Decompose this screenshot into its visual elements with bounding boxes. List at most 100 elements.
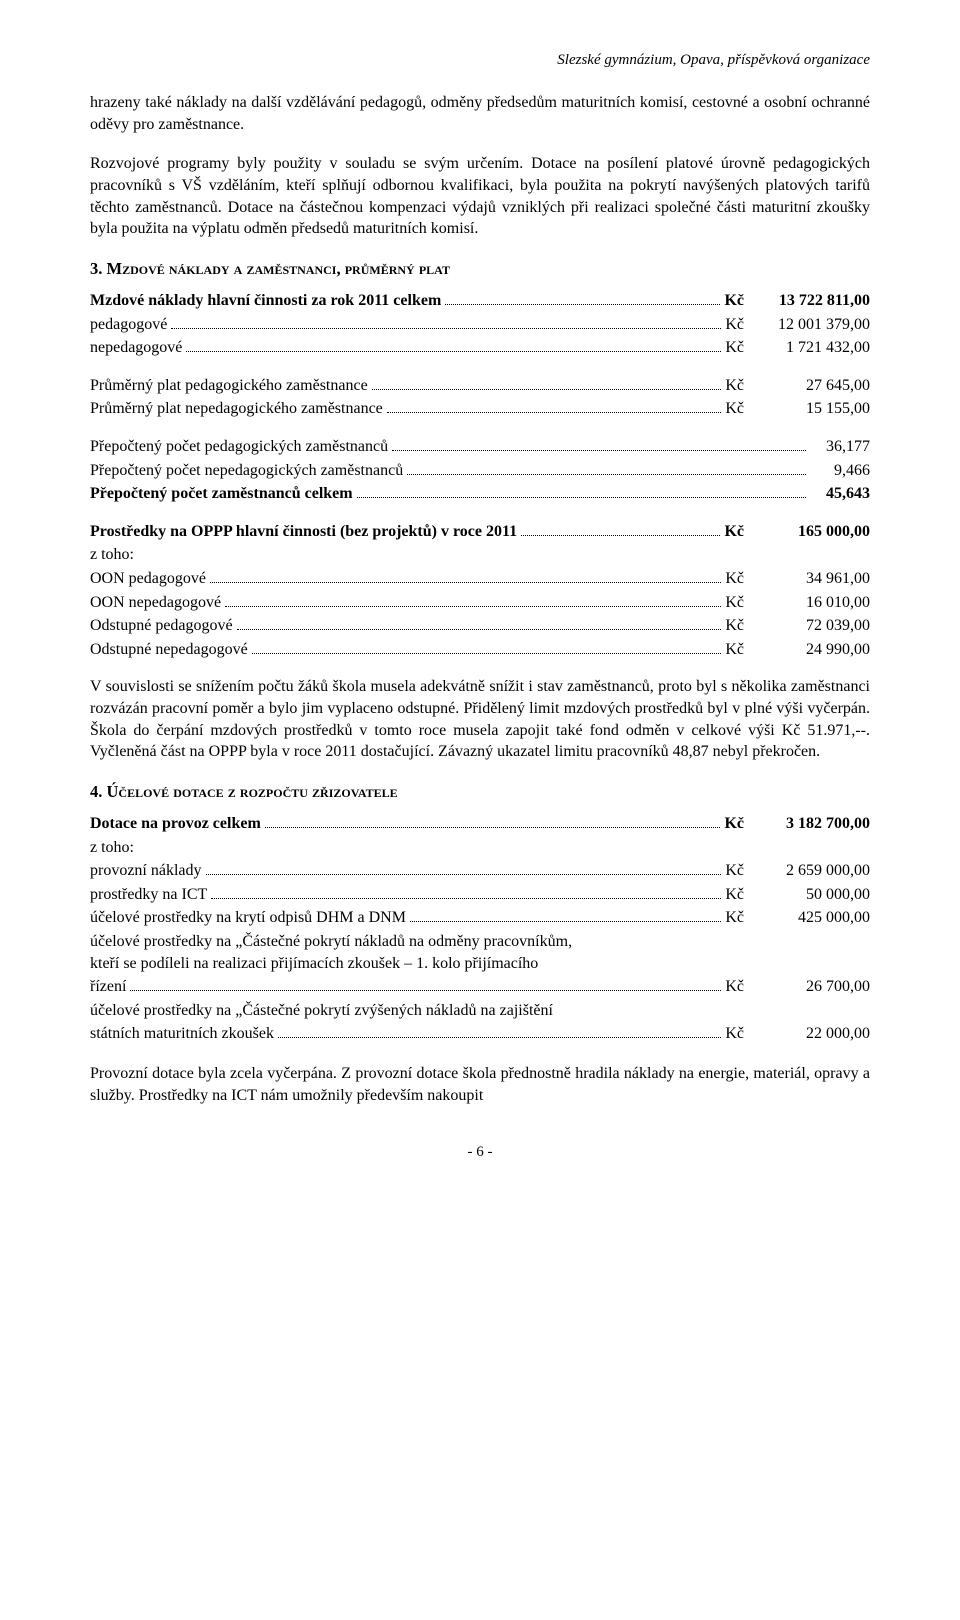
leader-dots — [407, 474, 806, 475]
paragraph: Rozvojové programy byly použity v soulad… — [90, 153, 870, 239]
line-amount: 425 000,00 — [750, 907, 870, 929]
line-amount: 36,177 — [810, 436, 870, 458]
line-unit: Kč — [725, 639, 750, 661]
line-amount: 24 990,00 — [750, 639, 870, 661]
line-item: Průměrný plat nepedagogického zaměstnanc… — [90, 398, 870, 420]
dotace-provoz-block: Dotace na provoz celkem Kč 3 182 700,00 … — [90, 813, 870, 1045]
leader-dots — [252, 653, 722, 654]
leader-dots — [392, 450, 806, 451]
line-item: Průměrný plat pedagogického zaměstnance … — [90, 375, 870, 397]
line-label: provozní náklady — [90, 860, 202, 882]
page-number: - 6 - — [90, 1142, 870, 1162]
line-unit: Kč — [725, 337, 750, 359]
leader-dots — [278, 1037, 721, 1038]
line-label: Průměrný plat nepedagogického zaměstnanc… — [90, 398, 383, 420]
line-item: nepedagogové Kč 1 721 432,00 — [90, 337, 870, 359]
line-label: Prostředky na OPPP hlavní činnosti (bez … — [90, 521, 517, 543]
line-unit: Kč — [725, 592, 750, 614]
line-item: Mzdové náklady hlavní činnosti za rok 20… — [90, 290, 870, 312]
line-unit: Kč — [725, 976, 750, 998]
line-amount: 165 000,00 — [750, 521, 870, 543]
leader-dots — [206, 874, 722, 875]
line-unit: Kč — [724, 290, 750, 312]
line-label: Průměrný plat pedagogického zaměstnance — [90, 375, 368, 397]
line-item: Prostředky na OPPP hlavní činnosti (bez … — [90, 521, 870, 543]
line-amount: 26 700,00 — [750, 976, 870, 998]
line-amount: 13 722 811,00 — [750, 290, 870, 312]
paragraph: hrazeny také náklady na další vzdělávání… — [90, 92, 870, 135]
line-label: Dotace na provoz celkem — [90, 813, 261, 835]
line-label: prostředky na ICT — [90, 884, 207, 906]
line-label: Mzdové náklady hlavní činnosti za rok 20… — [90, 290, 441, 312]
section-number: 4. — [90, 782, 102, 801]
paragraph: Provozní dotace byla zcela vyčerpána. Z … — [90, 1063, 870, 1106]
oppp-block: Prostředky na OPPP hlavní činnosti (bez … — [90, 521, 870, 661]
line-unit: Kč — [725, 314, 750, 336]
line-label: OON nepedagogové — [90, 592, 221, 614]
line-unit: Kč — [724, 813, 750, 835]
line-label: Odstupné pedagogové — [90, 615, 233, 637]
line-label: účelové prostředky na krytí odpisů DHM a… — [90, 907, 406, 929]
section-title: Účelové dotace z rozpočtu zřizovatele — [102, 782, 397, 801]
line-amount: 72 039,00 — [750, 615, 870, 637]
ztoho-label: z toho: — [90, 544, 870, 566]
line-item: Přepočtený počet zaměstnanců celkem 45,6… — [90, 483, 870, 505]
line-label: nepedagogové — [90, 337, 182, 359]
multiline-label: účelové prostředky na „Částečné pokrytí … — [90, 931, 870, 953]
line-label: Přepočtený počet pedagogických zaměstnan… — [90, 436, 388, 458]
line-amount: 15 155,00 — [750, 398, 870, 420]
leader-dots — [410, 921, 721, 922]
line-item: prostředky na ICT Kč 50 000,00 — [90, 884, 870, 906]
line-item: Přepočtený počet pedagogických zaměstnan… — [90, 436, 870, 458]
line-unit: Kč — [724, 521, 750, 543]
line-unit: Kč — [725, 1023, 750, 1045]
line-unit: Kč — [725, 375, 750, 397]
line-item: Dotace na provoz celkem Kč 3 182 700,00 — [90, 813, 870, 835]
line-amount: 22 000,00 — [750, 1023, 870, 1045]
line-unit: Kč — [725, 907, 750, 929]
prumerny-plat-block: Průměrný plat pedagogického zaměstnance … — [90, 375, 870, 420]
leader-dots — [521, 535, 720, 536]
mzdove-naklady-block: Mzdové náklady hlavní činnosti za rok 20… — [90, 290, 870, 359]
line-amount: 9,466 — [810, 460, 870, 482]
line-item: OON pedagogové Kč 34 961,00 — [90, 568, 870, 590]
line-label: Přepočtený počet zaměstnanců celkem — [90, 483, 353, 505]
ztoho-label: z toho: — [90, 837, 870, 859]
running-header: Slezské gymnázium, Opava, příspěvková or… — [90, 50, 870, 70]
line-label: pedagogové — [90, 314, 167, 336]
line-unit: Kč — [725, 615, 750, 637]
line-label: státních maturitních zkoušek — [90, 1023, 274, 1045]
line-amount: 3 182 700,00 — [750, 813, 870, 835]
line-amount: 12 001 379,00 — [750, 314, 870, 336]
line-label: Přepočtený počet nepedagogických zaměstn… — [90, 460, 403, 482]
leader-dots — [211, 898, 721, 899]
section-title: Mzdové náklady a zaměstnanci, průměrný p… — [102, 259, 450, 278]
line-item: Přepočtený počet nepedagogických zaměstn… — [90, 460, 870, 482]
leader-dots — [445, 304, 720, 305]
leader-dots — [387, 412, 722, 413]
line-unit: Kč — [725, 568, 750, 590]
line-amount: 1 721 432,00 — [750, 337, 870, 359]
line-amount: 2 659 000,00 — [750, 860, 870, 882]
line-item: řízení Kč 26 700,00 — [90, 976, 870, 998]
line-unit: Kč — [725, 398, 750, 420]
prepocteny-pocet-block: Přepočtený počet pedagogických zaměstnan… — [90, 436, 870, 505]
leader-dots — [372, 389, 722, 390]
leader-dots — [225, 606, 721, 607]
line-item: pedagogové Kč 12 001 379,00 — [90, 314, 870, 336]
line-amount: 34 961,00 — [750, 568, 870, 590]
line-label: řízení — [90, 976, 126, 998]
multiline-label: kteří se podíleli na realizaci přijímací… — [90, 953, 870, 975]
line-item: provozní náklady Kč 2 659 000,00 — [90, 860, 870, 882]
leader-dots — [186, 351, 721, 352]
line-label: Odstupné nepedagogové — [90, 639, 248, 661]
leader-dots — [265, 827, 721, 828]
line-amount: 50 000,00 — [750, 884, 870, 906]
line-item: Odstupné nepedagogové Kč 24 990,00 — [90, 639, 870, 661]
paragraph: V souvislosti se snížením počtu žáků ško… — [90, 676, 870, 762]
leader-dots — [210, 582, 721, 583]
line-item: účelové prostředky na krytí odpisů DHM a… — [90, 907, 870, 929]
section-number: 3. — [90, 259, 102, 278]
line-item: státních maturitních zkoušek Kč 22 000,0… — [90, 1023, 870, 1045]
line-label: OON pedagogové — [90, 568, 206, 590]
